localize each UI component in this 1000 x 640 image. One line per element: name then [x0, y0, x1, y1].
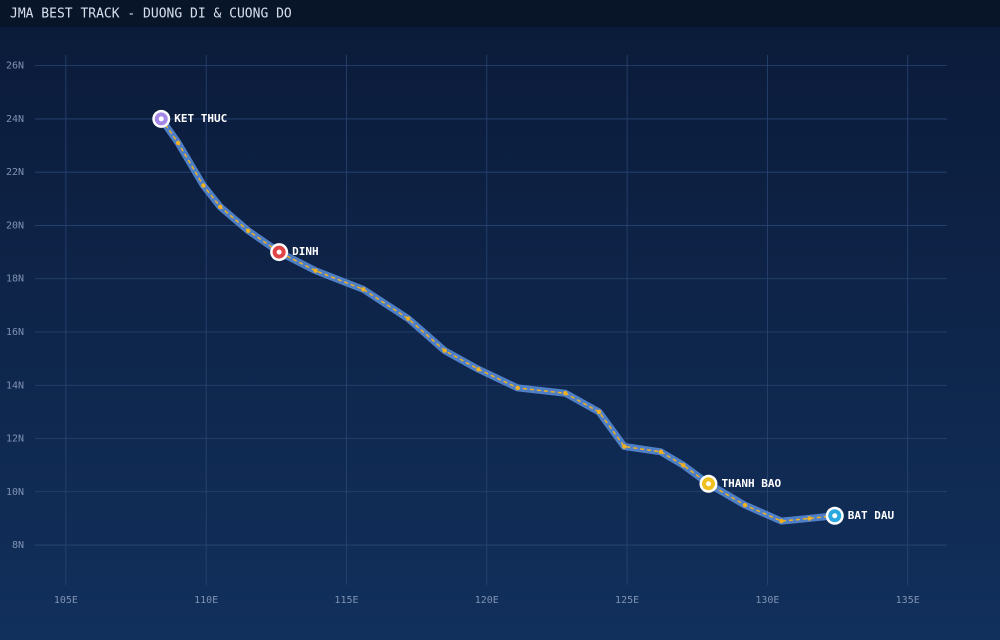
y-tick-label: 18N: [6, 274, 24, 285]
track-point: [218, 204, 223, 210]
y-tick-label: 22N: [6, 167, 24, 178]
track-point: [563, 391, 568, 396]
event-marker-core: [832, 513, 838, 519]
track-point: [515, 385, 520, 391]
y-tick-label: 14N: [6, 380, 24, 391]
track-point: [313, 268, 318, 273]
x-tick-label: 125E: [615, 595, 639, 606]
track-point: [246, 228, 251, 233]
y-tick-label: 26N: [6, 61, 24, 72]
x-tick-label: 115E: [334, 595, 358, 606]
track-point: [779, 518, 784, 524]
track-point: [742, 502, 748, 508]
track-point: [175, 140, 181, 146]
track-point: [476, 367, 481, 372]
track-line: [160, 118, 835, 522]
event-label: KET THUC: [174, 112, 227, 125]
y-tick-label: 24N: [6, 114, 24, 125]
event-label: THANH BAO: [721, 477, 781, 490]
x-tick-label: 130E: [755, 595, 779, 606]
event-marker-core: [276, 249, 282, 255]
x-tick-label: 120E: [475, 595, 499, 606]
event-label: DINH: [292, 245, 319, 258]
track-point: [361, 287, 366, 292]
track-point: [442, 348, 447, 353]
track-point: [681, 462, 686, 468]
x-tick-label: 110E: [194, 595, 218, 606]
y-tick-label: 8N: [12, 540, 24, 551]
event-marker-core: [705, 481, 711, 487]
event-marker-core: [158, 116, 164, 122]
y-tick-label: 12N: [6, 434, 24, 445]
track-point: [596, 409, 602, 415]
y-tick-label: 10N: [6, 487, 24, 498]
event-label: BAT DAU: [848, 509, 895, 522]
track-point: [658, 449, 663, 455]
track-point: [622, 444, 627, 449]
chart-title: JMA BEST TRACK - DUONG DI & CUONG DO: [10, 7, 292, 22]
x-tick-label: 135E: [896, 595, 920, 606]
track-point: [406, 316, 411, 321]
track-point: [201, 183, 206, 188]
x-tick-label: 105E: [54, 595, 78, 606]
y-tick-label: 16N: [6, 327, 24, 338]
y-tick-label: 20N: [6, 220, 24, 231]
track-point: [807, 516, 812, 521]
title-bar: [0, 0, 1000, 27]
